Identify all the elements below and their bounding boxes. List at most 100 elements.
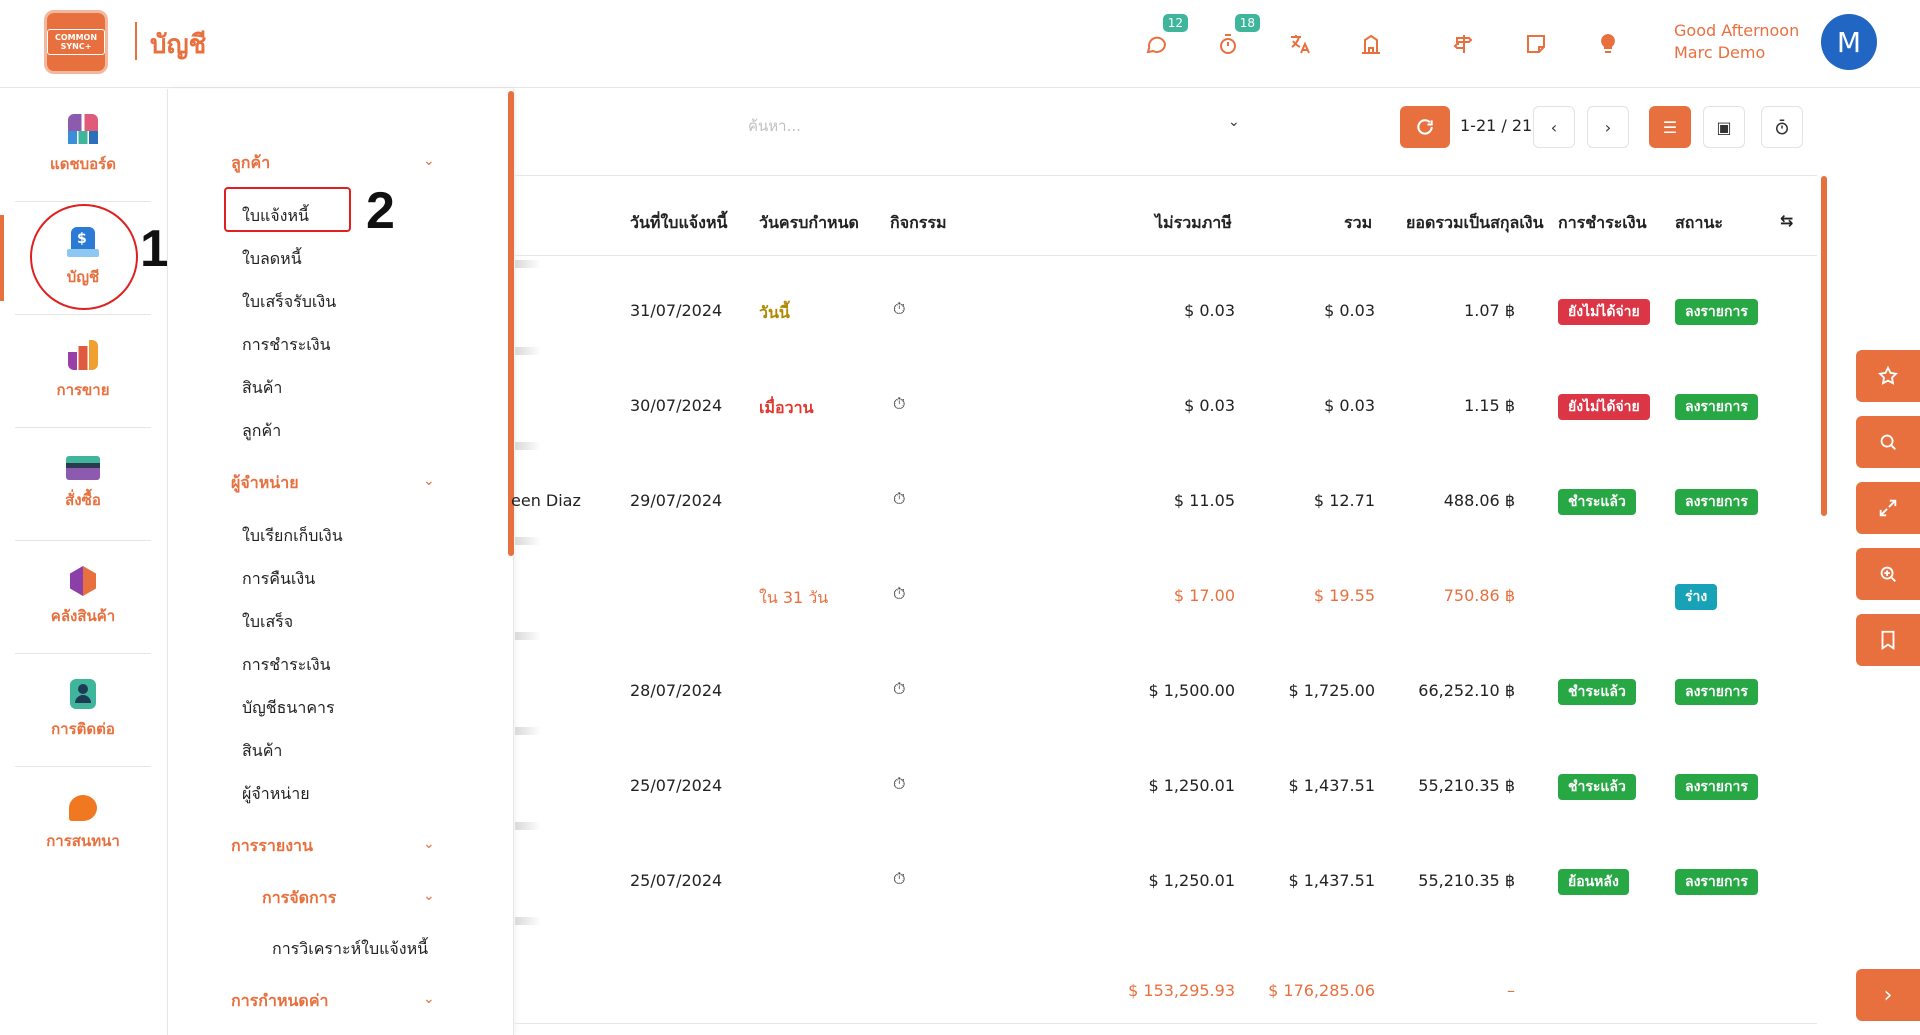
- row-total[interactable]: $ 1,437.51: [1288, 776, 1375, 795]
- row-currency-total[interactable]: 66,252.10 ฿: [1418, 681, 1515, 700]
- menu-item-vendor-receipts[interactable]: ใบเสร็จ: [242, 612, 294, 631]
- col-invoice-date[interactable]: วันที่ใบแจ้งหนี้: [630, 213, 728, 232]
- row-currency-total[interactable]: 1.07 ฿: [1464, 301, 1515, 320]
- section-customers[interactable]: ลูกค้า: [231, 153, 271, 172]
- activity-timer-button[interactable]: 18: [1210, 14, 1260, 62]
- refresh-button[interactable]: [1400, 106, 1450, 148]
- menu-item-receipts[interactable]: ใบเสร็จรับเงิน: [242, 292, 337, 311]
- col-status[interactable]: สถานะ: [1675, 213, 1723, 232]
- row-date[interactable]: 31/07/2024: [630, 301, 723, 320]
- row-total[interactable]: $ 19.55: [1313, 586, 1375, 605]
- row-total[interactable]: $ 1,725.00: [1288, 681, 1375, 700]
- pager-next-button[interactable]: ›: [1587, 106, 1629, 148]
- col-total[interactable]: รวม: [1344, 213, 1373, 232]
- stopwatch-icon[interactable]: ⏱: [893, 584, 906, 603]
- menu-item-refunds[interactable]: การคืนเงิน: [242, 569, 316, 588]
- bookmark-tool-button[interactable]: [1856, 614, 1920, 666]
- app-logo[interactable]: COMMON SYNC+: [44, 10, 108, 74]
- chevron-down-icon[interactable]: ⌄: [423, 836, 435, 852]
- row-due[interactable]: วันนี้: [759, 303, 790, 322]
- user-avatar[interactable]: M: [1821, 14, 1877, 70]
- rail-item-discuss[interactable]: การสนทนา: [15, 767, 151, 880]
- menu-item-products[interactable]: สินค้า: [242, 378, 283, 397]
- section-reporting[interactable]: การรายงาน: [231, 836, 313, 855]
- favorite-tool-button[interactable]: [1856, 350, 1920, 402]
- stopwatch-icon[interactable]: ⏱: [893, 679, 906, 698]
- row-date[interactable]: 29/07/2024: [630, 491, 723, 510]
- row-due[interactable]: ใน 31 วัน: [759, 588, 829, 607]
- notes-button[interactable]: [1518, 26, 1554, 62]
- row-partner[interactable]: een Diaz: [511, 491, 581, 510]
- expand-tool-button[interactable]: [1856, 482, 1920, 534]
- row-untaxed[interactable]: $ 1,250.01: [1148, 871, 1235, 890]
- search-input[interactable]: [748, 114, 1228, 138]
- pager-previous-button[interactable]: ‹: [1533, 106, 1575, 148]
- row-currency-total[interactable]: 55,210.35 ฿: [1418, 871, 1515, 890]
- collapse-panel-button[interactable]: ›: [1856, 969, 1920, 1021]
- col-due-date[interactable]: วันครบกำหนด: [759, 213, 859, 232]
- rail-item-inventory[interactable]: คลังสินค้า: [15, 541, 151, 654]
- search-tool-button[interactable]: [1856, 416, 1920, 468]
- row-untaxed[interactable]: $ 0.03: [1184, 301, 1235, 320]
- zoom-tool-button[interactable]: [1856, 548, 1920, 600]
- chat-button[interactable]: 12: [1138, 14, 1188, 62]
- menu-item-credit-notes[interactable]: ใบลดหนี้: [242, 249, 302, 268]
- stopwatch-icon[interactable]: ⏱: [893, 299, 906, 318]
- menu-item-vendor-payments[interactable]: การชำระเงิน: [242, 655, 331, 674]
- col-currency-total[interactable]: ยอดรวมเป็นสกุลเงิน: [1406, 213, 1544, 232]
- row-total[interactable]: $ 1,437.51: [1288, 871, 1375, 890]
- company-button[interactable]: [1353, 26, 1389, 62]
- row-untaxed[interactable]: $ 0.03: [1184, 396, 1235, 415]
- row-untaxed[interactable]: $ 1,500.00: [1148, 681, 1235, 700]
- col-activity[interactable]: กิจกรรม: [890, 213, 947, 232]
- menu-item-vendors[interactable]: ผู้จำหน่าย: [242, 784, 310, 803]
- activity-view-button[interactable]: [1761, 106, 1803, 148]
- stopwatch-icon[interactable]: ⏱: [893, 774, 906, 793]
- menu-item-vendor-products[interactable]: สินค้า: [242, 741, 283, 760]
- row-currency-total[interactable]: 750.86 ฿: [1443, 586, 1515, 605]
- stopwatch-icon[interactable]: ⏱: [893, 394, 906, 413]
- col-untaxed[interactable]: ไม่รวมภาษี: [1155, 213, 1232, 232]
- menu-item-invoices[interactable]: ใบแจ้งหนี้: [242, 206, 309, 225]
- section-management[interactable]: การจัดการ: [262, 888, 337, 907]
- row-untaxed[interactable]: $ 11.05: [1173, 491, 1235, 510]
- row-untaxed[interactable]: $ 1,250.01: [1148, 776, 1235, 795]
- chevron-down-icon[interactable]: ⌄: [423, 153, 435, 169]
- row-currency-total[interactable]: 1.15 ฿: [1464, 396, 1515, 415]
- section-vendors[interactable]: ผู้จำหน่าย: [231, 473, 299, 492]
- row-currency-total[interactable]: 55,210.35 ฿: [1418, 776, 1515, 795]
- submenu-scrollbar[interactable]: [508, 91, 514, 556]
- menu-item-bank-accounts[interactable]: บัญชีธนาคาร: [242, 698, 335, 717]
- row-date[interactable]: 25/07/2024: [630, 871, 723, 890]
- section-configuration[interactable]: การกำหนดค่า: [231, 991, 329, 1010]
- col-payment[interactable]: การชำระเงิน: [1558, 213, 1647, 232]
- pager-value[interactable]: 1-21 / 21: [1460, 116, 1533, 135]
- row-date[interactable]: 25/07/2024: [630, 776, 723, 795]
- rail-item-dashboard[interactable]: แดชบอร์ด: [15, 89, 151, 202]
- row-date[interactable]: 30/07/2024: [630, 396, 723, 415]
- menu-item-invoice-analysis[interactable]: การวิเคราะห์ใบแจ้งหนี้: [272, 939, 429, 958]
- rail-item-contacts[interactable]: การติดต่อ: [15, 654, 151, 767]
- row-total[interactable]: $ 12.71: [1313, 491, 1375, 510]
- row-untaxed[interactable]: $ 17.00: [1173, 586, 1235, 605]
- chevron-down-icon[interactable]: ⌄: [423, 991, 435, 1007]
- menu-item-payments[interactable]: การชำระเงิน: [242, 335, 331, 354]
- signpost-button[interactable]: [1446, 26, 1482, 62]
- table-scrollbar[interactable]: [1821, 176, 1827, 516]
- row-due[interactable]: เมื่อวาน: [759, 398, 814, 417]
- stopwatch-icon[interactable]: ⏱: [893, 869, 906, 888]
- kanban-view-button[interactable]: ▣: [1703, 106, 1745, 148]
- row-total[interactable]: $ 0.03: [1324, 396, 1375, 415]
- row-date[interactable]: 28/07/2024: [630, 681, 723, 700]
- column-settings-icon[interactable]: ⇆: [1780, 211, 1794, 230]
- rail-item-sales[interactable]: การขาย: [15, 315, 151, 428]
- menu-item-customers[interactable]: ลูกค้า: [242, 421, 282, 440]
- tips-button[interactable]: [1590, 26, 1626, 62]
- chevron-down-icon[interactable]: ⌄: [423, 473, 435, 489]
- row-total[interactable]: $ 0.03: [1324, 301, 1375, 320]
- search-options-chevron-icon[interactable]: ⌄: [1228, 114, 1240, 130]
- language-button[interactable]: [1282, 26, 1318, 62]
- rail-item-purchase[interactable]: สั่งซื้อ: [15, 428, 151, 541]
- menu-item-bills[interactable]: ใบเรียกเก็บเงิน: [242, 526, 343, 545]
- stopwatch-icon[interactable]: ⏱: [893, 489, 906, 508]
